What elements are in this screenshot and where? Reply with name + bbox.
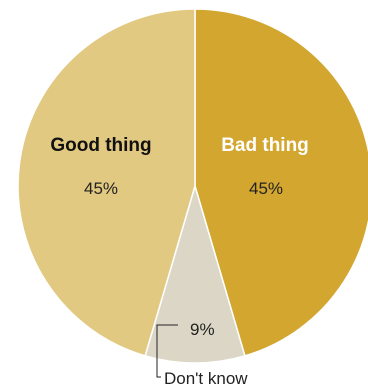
slice-label-bad-thing: Bad thing	[221, 135, 309, 156]
pie-slice-bad-thing	[194, 8, 368, 357]
slice-value-good-thing: 45%	[84, 179, 118, 198]
slice-label-dont-know: Don't know	[164, 369, 248, 388]
slice-value-dont-know: 9%	[190, 320, 215, 339]
slice-value-bad-thing: 45%	[249, 179, 283, 198]
dont-know-leader-line	[156, 324, 178, 378]
pie-slice-good-thing	[17, 8, 196, 357]
slice-label-good-thing: Good thing	[50, 135, 151, 156]
pie-slices	[17, 8, 368, 364]
pie-slice-don-t-know	[144, 183, 246, 364]
